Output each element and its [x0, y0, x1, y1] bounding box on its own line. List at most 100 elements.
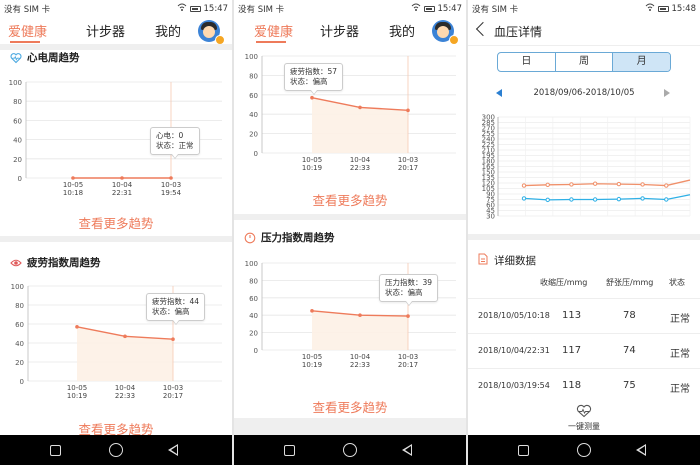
prev-period-icon[interactable]	[496, 89, 502, 97]
avatar[interactable]	[432, 20, 454, 42]
avatar-badge-icon	[449, 35, 459, 45]
period-segmented-control: 日 周 月	[497, 52, 671, 72]
tab-pedometer[interactable]: 计步器	[320, 25, 360, 40]
x-tick-label: 10-03	[398, 156, 418, 164]
y-tick-label: 40	[15, 340, 24, 348]
avatar[interactable]	[198, 20, 220, 42]
data-point	[406, 314, 410, 318]
tab-pedometer[interactable]: 计步器	[86, 25, 126, 40]
y-tick-label: 180	[482, 158, 495, 166]
col-systolic: 收缩压/mmg	[540, 278, 588, 287]
y-tick-label: 100	[245, 260, 258, 268]
battery-icon	[189, 5, 201, 12]
recent-apps-icon[interactable]	[50, 445, 61, 456]
heart-pulse-icon	[576, 403, 592, 422]
data-point	[358, 105, 362, 110]
y-tick-label: 135	[482, 174, 495, 182]
systolic-series-line	[523, 179, 691, 187]
y-tick-label: 20	[13, 156, 22, 164]
date-range-row: 2018/09/06-2018/10/05	[468, 87, 700, 101]
tab-mine[interactable]: 我的	[155, 25, 182, 40]
y-tick-label: 90	[486, 191, 495, 199]
back-arrow-icon[interactable]	[475, 21, 491, 37]
segment-month[interactable]: 月	[613, 53, 670, 71]
detail-title: 详细数据	[478, 253, 536, 268]
y-tick-label: 210	[482, 147, 495, 155]
x-tick-label: 20:17	[398, 164, 418, 172]
y-tick-label: 255	[482, 130, 495, 138]
pressure-more-trends-link[interactable]: 查看更多趋势	[312, 400, 388, 415]
fatigue-more-trends-link[interactable]: 查看更多趋势	[312, 193, 388, 208]
y-tick-label: 60	[15, 321, 24, 329]
active-tab-indicator	[256, 41, 286, 43]
y-tick-label: 20	[249, 131, 258, 139]
y-tick-label: 80	[15, 302, 24, 310]
pressure-section-title: 压力指数周趋势	[244, 230, 335, 245]
android-nav-bar	[468, 435, 700, 465]
y-tick-label: 80	[249, 72, 258, 80]
segment-week[interactable]: 周	[556, 53, 614, 71]
y-tick-label: 40	[249, 111, 258, 119]
x-tick-label: 20:17	[163, 392, 183, 400]
fatigue-section-title: 疲劳指数周趋势	[10, 255, 101, 270]
x-tick-label: 22:33	[350, 164, 370, 172]
y-tick-label: 165	[482, 163, 495, 171]
eye-icon	[10, 257, 22, 269]
table-row[interactable]: 2018/10/03/19:54 118 75 正常	[468, 368, 700, 404]
data-point	[310, 309, 314, 313]
fatigue-more-trends-link[interactable]: 查看更多趋势	[78, 422, 154, 437]
data-point	[120, 176, 124, 180]
status-bar: 没有 SIM 卡 15:47	[234, 0, 466, 16]
tab-mine[interactable]: 我的	[389, 25, 416, 40]
tab-health[interactable]: 爱健康	[254, 25, 294, 40]
back-icon[interactable]	[636, 444, 646, 456]
next-period-icon[interactable]	[664, 89, 670, 97]
recent-apps-icon[interactable]	[284, 445, 295, 456]
y-tick-label: 300	[482, 114, 495, 122]
systolic-point	[545, 182, 550, 188]
divider	[468, 234, 700, 240]
table-row[interactable]: 2018/10/04/22:31 117 74 正常	[468, 333, 700, 369]
y-tick-label: 100	[9, 79, 22, 87]
active-tab-indicator	[10, 41, 40, 43]
y-tick-label: 40	[13, 137, 22, 145]
clock: 15:48	[671, 3, 697, 14]
android-nav-bar	[0, 435, 232, 465]
ecg-more-trends-link[interactable]: 查看更多趋势	[78, 216, 154, 231]
y-tick-label: 60	[249, 295, 258, 303]
android-nav-bar	[234, 435, 466, 465]
clock: 15:47	[203, 3, 229, 14]
data-point	[75, 325, 79, 329]
y-tick-label: 0	[20, 378, 24, 386]
home-icon[interactable]	[343, 443, 357, 457]
table-row[interactable]: 2018/10/05/10:18 113 78 正常	[468, 298, 700, 334]
y-tick-label: 60	[486, 202, 495, 210]
data-point	[169, 176, 173, 180]
x-tick-label: 10:19	[302, 361, 322, 369]
battery-icon	[657, 5, 669, 12]
x-tick-label: 10-05	[67, 384, 87, 392]
x-tick-label: 10-04	[112, 181, 133, 189]
x-tick-label: 19:54	[161, 189, 182, 197]
battery-icon	[423, 5, 435, 12]
x-tick-label: 10:18	[63, 189, 83, 197]
back-icon[interactable]	[402, 444, 412, 456]
home-icon[interactable]	[577, 443, 591, 457]
one-click-measure-button[interactable]: 一键测量	[468, 400, 700, 435]
diastolic-point	[616, 196, 622, 202]
diastolic-point	[569, 197, 574, 202]
y-tick-label: 60	[249, 92, 258, 100]
x-tick-label: 10-04	[115, 384, 136, 392]
data-point	[406, 108, 410, 113]
recent-apps-icon[interactable]	[518, 445, 529, 456]
home-icon[interactable]	[109, 443, 123, 457]
x-tick-label: 10-05	[302, 156, 322, 164]
x-tick-label: 22:31	[112, 189, 132, 197]
segment-day[interactable]: 日	[498, 53, 556, 71]
wifi-icon	[411, 3, 421, 14]
tab-health[interactable]: 爱健康	[8, 25, 48, 40]
wifi-icon	[177, 3, 187, 14]
back-icon[interactable]	[168, 444, 178, 456]
x-tick-label: 10:19	[67, 392, 87, 400]
